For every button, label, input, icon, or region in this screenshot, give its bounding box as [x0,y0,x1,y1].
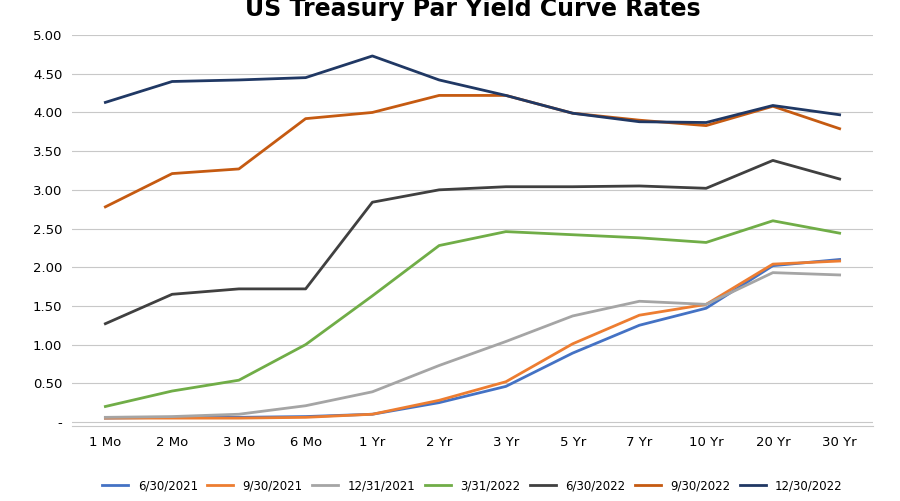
9/30/2022 [834,126,845,132]
3/31/2022 [701,239,712,245]
3/31/2022 [834,230,845,236]
6/30/2021 [500,383,511,389]
12/31/2021 [634,298,644,304]
6/30/2022 [834,176,845,182]
9/30/2021 [634,312,644,318]
12/30/2022 [100,99,111,105]
9/30/2021 [434,397,445,403]
12/31/2021 [367,389,378,395]
Title: US Treasury Par Yield Curve Rates: US Treasury Par Yield Curve Rates [245,0,700,21]
6/30/2021 [100,415,111,421]
9/30/2022 [500,92,511,98]
9/30/2021 [100,415,111,421]
6/30/2022 [634,183,644,189]
3/31/2022 [166,388,177,394]
9/30/2022 [701,123,712,129]
Line: 3/31/2022: 3/31/2022 [105,221,840,406]
6/30/2022 [100,321,111,327]
9/30/2021 [500,379,511,385]
9/30/2021 [567,341,578,347]
12/30/2022 [301,75,311,81]
6/30/2022 [166,291,177,297]
6/30/2021 [434,400,445,406]
6/30/2021 [768,263,778,269]
12/30/2022 [233,77,244,83]
12/30/2022 [567,110,578,116]
9/30/2021 [166,415,177,421]
9/30/2021 [834,258,845,264]
12/30/2022 [166,79,177,85]
Line: 6/30/2022: 6/30/2022 [105,160,840,324]
12/30/2022 [434,77,445,83]
6/30/2021 [233,414,244,420]
6/30/2021 [701,305,712,311]
9/30/2022 [634,117,644,123]
3/31/2022 [634,235,644,241]
12/31/2021 [166,413,177,419]
12/31/2021 [768,270,778,276]
Line: 6/30/2021: 6/30/2021 [105,260,840,418]
6/30/2022 [233,286,244,292]
9/30/2022 [768,103,778,109]
12/31/2021 [233,411,244,417]
12/31/2021 [834,272,845,278]
9/30/2022 [434,92,445,98]
3/31/2022 [367,293,378,299]
9/30/2022 [166,170,177,176]
9/30/2021 [367,411,378,417]
12/31/2021 [301,403,311,409]
3/31/2022 [100,403,111,409]
9/30/2022 [100,204,111,210]
3/31/2022 [500,228,511,234]
6/30/2021 [367,411,378,417]
12/30/2022 [768,103,778,109]
12/31/2021 [434,363,445,369]
9/30/2021 [768,261,778,267]
9/30/2021 [701,302,712,308]
Line: 12/31/2021: 12/31/2021 [105,273,840,417]
9/30/2022 [233,166,244,172]
9/30/2022 [567,110,578,116]
9/30/2021 [301,414,311,420]
12/31/2021 [701,302,712,308]
6/30/2021 [834,257,845,263]
6/30/2022 [367,199,378,205]
12/30/2022 [701,120,712,126]
6/30/2021 [166,414,177,420]
6/30/2022 [567,184,578,190]
6/30/2022 [301,286,311,292]
12/30/2022 [834,112,845,118]
3/31/2022 [567,231,578,237]
12/30/2022 [634,119,644,125]
12/31/2021 [567,313,578,319]
9/30/2021 [233,415,244,421]
3/31/2022 [233,377,244,383]
3/31/2022 [301,342,311,348]
6/30/2021 [634,322,644,328]
6/30/2021 [301,413,311,419]
12/31/2021 [100,414,111,420]
12/30/2022 [367,53,378,59]
6/30/2022 [768,157,778,163]
6/30/2022 [434,187,445,193]
3/31/2022 [768,218,778,224]
9/30/2022 [367,109,378,115]
9/30/2022 [301,116,311,122]
3/31/2022 [434,242,445,248]
Line: 9/30/2021: 9/30/2021 [105,261,840,418]
12/31/2021 [500,339,511,345]
6/30/2021 [567,350,578,356]
Line: 9/30/2022: 9/30/2022 [105,95,840,207]
Legend: 6/30/2021, 9/30/2021, 12/31/2021, 3/31/2022, 6/30/2022, 9/30/2022, 12/30/2022: 6/30/2021, 9/30/2021, 12/31/2021, 3/31/2… [97,475,848,497]
6/30/2022 [701,185,712,191]
12/30/2022 [500,92,511,98]
Line: 12/30/2022: 12/30/2022 [105,56,840,123]
6/30/2022 [500,184,511,190]
